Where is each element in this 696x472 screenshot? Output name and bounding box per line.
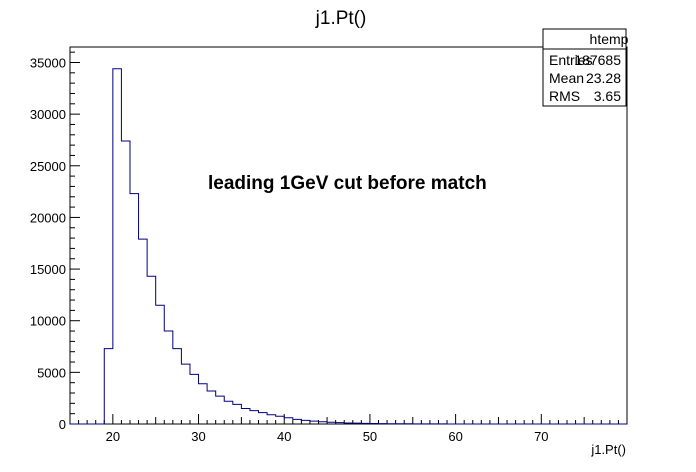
chart-title: j1.Pt(): [315, 8, 367, 29]
x-axis-label: j1.Pt(): [590, 442, 626, 457]
x-tick-label: 40: [277, 429, 291, 444]
x-axis: 20 30 40 50 60 70: [69, 414, 628, 444]
x-tick-label: 60: [448, 429, 462, 444]
y-tick-label: 20000: [30, 210, 66, 225]
plot-frame: [69, 46, 628, 425]
histogram-series-line: [70, 68, 627, 425]
stats-rms-value: 3.65: [594, 88, 621, 104]
stats-entries-label: Entries: [549, 52, 593, 68]
x-tick-label: 70: [534, 429, 548, 444]
x-tick-label: 30: [191, 429, 205, 444]
y-tick-label: 35000: [30, 55, 66, 70]
y-tick-label: 15000: [30, 262, 66, 277]
stats-rms-label: RMS: [549, 88, 580, 104]
stats-mean-value: 23.28: [586, 70, 621, 86]
y-tick-label: 0: [59, 417, 66, 432]
y-tick-label: 5000: [37, 365, 66, 380]
x-tick-label: 20: [106, 429, 120, 444]
stats-mean-label: Mean: [549, 70, 584, 86]
stats-box-frame: [542, 28, 627, 107]
stats-entries-value: 187685: [574, 52, 621, 68]
chart-annotation: leading 1GeV cut before match: [208, 173, 487, 194]
y-tick-label: 10000: [30, 314, 66, 329]
stats-box-title: htemp: [590, 31, 629, 47]
x-tick-label: 50: [363, 429, 377, 444]
y-tick-label: 30000: [30, 107, 66, 122]
y-axis: 0 5000 10000 15000 20000 25000 30000 35000: [30, 51, 80, 432]
stats-box: htemp Entries 187685 Mean 23.28 RMS 3.65: [542, 28, 629, 107]
y-tick-label: 25000: [30, 159, 66, 174]
